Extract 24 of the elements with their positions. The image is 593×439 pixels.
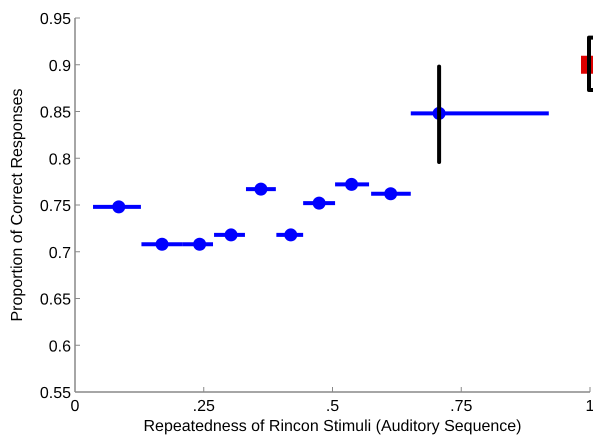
point [345, 178, 358, 191]
y-tick-label: 0.55 [40, 385, 72, 402]
point [224, 228, 238, 242]
y-tick-label: 0.85 [40, 104, 72, 122]
y-tick-label: 0.65 [40, 292, 72, 308]
point [193, 238, 206, 251]
y-tick-label: 0.8 [48, 151, 72, 168]
point [254, 182, 268, 196]
x-tick-label: .75 [450, 398, 472, 415]
y-tick-label: 0.6 [48, 338, 72, 356]
y-tick-label: 0.7 [48, 244, 72, 262]
point [384, 187, 398, 200]
y-axis-title: Proportion of Correct Responses [9, 88, 26, 322]
x-tick-label: .25 [192, 398, 215, 415]
point [284, 228, 298, 242]
x-tick-label: 0 [70, 398, 80, 415]
point [312, 196, 326, 210]
point [112, 200, 126, 214]
y-tick-label: 0.9 [48, 58, 72, 75]
point [156, 238, 169, 251]
y-tick-label: 0.95 [40, 11, 72, 28]
x-tick-label: .5 [326, 398, 340, 415]
y-tick-label: 0.75 [40, 198, 72, 215]
x-axis-title: Repeatedness of Rincon Stimuli (Auditory Sequence) [144, 418, 522, 435]
